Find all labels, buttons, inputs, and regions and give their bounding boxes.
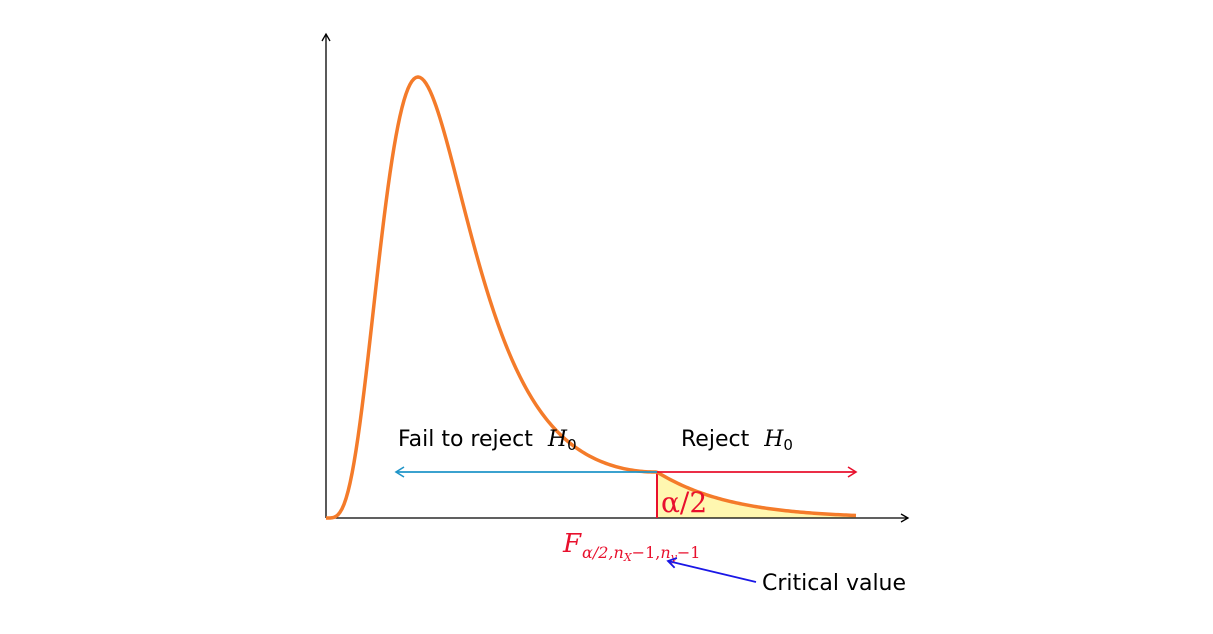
fail-to-reject-label: Fail to reject H0 bbox=[398, 427, 577, 454]
alpha-half-label: α/2 bbox=[661, 486, 707, 519]
critical-value-symbol: Fα/2,nX−1,ny−1 bbox=[562, 529, 700, 564]
critical-value-annotation: Critical value bbox=[762, 571, 906, 596]
rejection-tail-area bbox=[657, 472, 856, 518]
critical-value-pointer-arrow bbox=[666, 557, 757, 583]
reject-label: Reject H0 bbox=[681, 427, 793, 454]
f-density-curve bbox=[326, 75, 857, 520]
